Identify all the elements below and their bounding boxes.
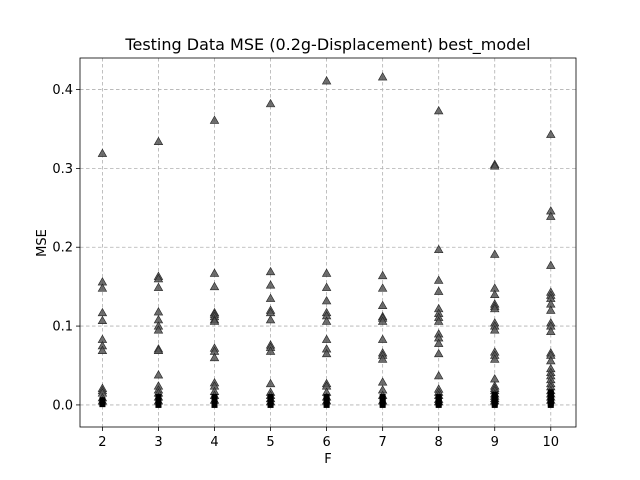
x-tick-label: 6	[322, 435, 330, 450]
x-axis-label: F	[324, 452, 331, 467]
triangle-point	[490, 303, 500, 313]
triangle-point	[97, 345, 108, 354]
triangle-point	[377, 377, 388, 386]
triangle-point	[433, 370, 444, 380]
triangle-point	[209, 115, 220, 124]
x-tick-label: 9	[491, 435, 499, 450]
triangle-point	[321, 334, 332, 343]
triangle-point	[377, 316, 388, 325]
ticks-layer: 2 3 4 5 6 7 8 9 10 0.0 0.1 0.2 0.3 0.4	[52, 83, 559, 450]
square-point	[155, 394, 162, 401]
x-tick-label: 3	[154, 435, 162, 450]
triangle-point	[490, 374, 500, 383]
triangle-point	[490, 249, 500, 258]
triangle-point	[321, 348, 332, 358]
y-tick-label: 0.0	[52, 398, 73, 413]
chart-title: Testing Data MSE (0.2g-Displacement) bes…	[124, 35, 530, 55]
triangle-point	[321, 76, 332, 85]
triangle-point	[546, 260, 556, 269]
triangle-point	[265, 314, 276, 324]
triangle-point	[321, 296, 332, 305]
square-point	[379, 394, 386, 401]
y-tick-label: 0.2	[52, 241, 73, 256]
triangle-point	[433, 106, 444, 115]
triangle-point	[546, 211, 556, 220]
square-point	[323, 394, 330, 401]
x-tick-label: 8	[435, 435, 443, 450]
triangle-point	[265, 266, 276, 276]
triangle-point	[153, 345, 164, 354]
triangle-point	[433, 316, 444, 325]
triangle-point	[209, 352, 220, 362]
triangle-point	[97, 283, 108, 292]
triangle-point	[377, 72, 388, 81]
x-tick-label: 5	[266, 435, 274, 450]
triangle-point	[433, 275, 444, 284]
triangle-point	[209, 268, 220, 277]
square-point	[435, 394, 442, 401]
y-tick-label: 0.1	[52, 320, 73, 335]
triangle-point	[265, 98, 276, 108]
triangle-point	[546, 129, 556, 138]
triangle-point	[153, 282, 164, 291]
triangle-point	[433, 286, 444, 295]
y-tick-label: 0.4	[52, 83, 73, 98]
triangle-point	[490, 325, 500, 334]
square-point	[267, 394, 274, 401]
x-tick-label: 7	[379, 435, 387, 450]
points-layer	[97, 72, 556, 408]
x-tick-label: 4	[210, 435, 218, 450]
triangle-point	[153, 370, 164, 379]
triangle-point	[265, 293, 276, 302]
triangle-point	[209, 316, 220, 325]
triangle-point	[265, 378, 276, 388]
triangle-point	[433, 348, 444, 358]
triangle-point	[153, 273, 164, 283]
triangle-point	[546, 305, 556, 314]
triangle-point	[433, 338, 444, 347]
triangle-point	[490, 161, 500, 170]
y-axis-label: MSE	[35, 229, 50, 257]
triangle-point	[377, 300, 388, 310]
triangle-point	[265, 280, 276, 289]
triangle-point	[321, 316, 332, 325]
triangle-point	[377, 270, 388, 280]
triangle-point	[153, 325, 164, 334]
triangle-point	[433, 244, 444, 254]
grid-layer	[80, 58, 576, 427]
square-point	[211, 394, 218, 401]
square-point	[99, 397, 106, 404]
triangle-point	[153, 307, 164, 316]
triangle-point	[377, 283, 388, 292]
triangle-point	[321, 282, 332, 291]
triangle-point	[546, 326, 556, 336]
triangle-point	[97, 148, 108, 157]
triangle-point	[97, 307, 108, 317]
triangle-point	[153, 136, 164, 146]
square-point	[547, 389, 554, 396]
x-tick-label: 2	[98, 435, 106, 450]
triangle-point	[377, 334, 388, 343]
triangle-point	[490, 354, 500, 363]
triangle-point	[490, 289, 500, 298]
triangle-point	[97, 315, 108, 325]
square-point	[491, 391, 498, 398]
triangle-point	[321, 268, 332, 277]
triangle-point	[377, 354, 388, 363]
x-tick-label: 10	[543, 435, 560, 450]
triangle-point	[209, 281, 220, 291]
y-tick-label: 0.3	[52, 162, 73, 177]
triangle-point	[265, 346, 276, 355]
plot-frame	[79, 57, 577, 428]
